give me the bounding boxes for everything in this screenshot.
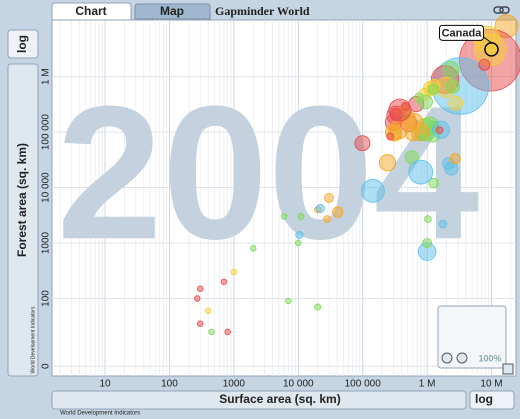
bubble [250,245,257,252]
bubble [414,92,425,103]
bubble [445,79,461,94]
bubble [448,96,464,111]
annotation-box [438,24,484,41]
bubble [315,203,325,213]
y-tick-label: 0 [41,363,52,369]
zoom-out[interactable] [456,352,468,364]
bubble [438,219,448,229]
bubble [389,108,403,121]
x-tick-label: 100 000 [345,379,382,390]
bubble [424,215,432,223]
x-indicator-dropdown[interactable] [51,390,467,410]
link-icon[interactable] [493,6,510,14]
bubble [408,159,434,185]
bubble [323,215,331,223]
bubble [295,239,302,247]
y-source: World Development Indicators [30,306,36,373]
bubble [220,278,228,285]
bubble [354,135,371,152]
bubble [285,297,292,305]
annotation-label: Canada [442,27,483,39]
bubble [324,192,334,203]
zoom-level: 100% [478,353,501,363]
bubble [401,101,410,111]
x-axis-title[interactable]: Surface area (sq. km) [219,392,340,406]
tab-chart[interactable] [51,2,132,21]
bubble [418,133,426,141]
y-indicator-dropdown[interactable] [7,63,39,377]
x-scale-dropdown[interactable] [469,390,515,410]
bubble [208,328,215,336]
zoom-in[interactable] [441,352,453,364]
bubble [224,328,231,336]
y-scale-dropdown[interactable] [7,29,39,59]
bubble [478,58,491,71]
bubble [435,126,444,134]
app-title: Gapminder World [215,4,310,18]
x-tick-label: 10 M [480,379,502,390]
bubble [314,303,322,311]
x-tick-label: 10 [100,379,112,390]
tab-map-label[interactable]: Map [160,4,184,18]
bubble [428,177,440,189]
bubble [230,268,238,276]
bubble [378,154,397,172]
x-tick-label: 10 000 [283,379,314,390]
bubble [197,320,204,327]
y-tick-label: 100 [41,290,52,307]
bubble [194,295,201,302]
y-axis-title[interactable]: Forest area (sq. km) [15,143,29,257]
bubble [332,206,344,218]
bubble [427,83,439,95]
bubble [297,213,305,221]
bubbles: Canada [194,14,520,336]
x-source: World Development Indicators [60,411,140,417]
bubble [386,132,395,141]
bubble [442,61,460,79]
x-tick-label: 1000 [223,379,246,390]
y-tick-label: 1000 [41,231,52,254]
bubble [361,179,385,203]
y-tick-label: 100 000 [41,114,52,151]
bubble [197,285,204,292]
bubble [280,213,288,220]
x-tick-label: 100 [161,379,178,390]
y-scale-label[interactable]: log [15,35,29,53]
bubble [449,153,461,165]
y-tick-label: 10 000 [41,172,52,203]
x-tick-label: 1 M [419,379,436,390]
resize-handle[interactable] [502,363,514,375]
tab-chart-label[interactable]: Chart [75,4,106,18]
bubble [405,125,421,142]
bubble [422,238,433,248]
zoom-panel [437,305,507,369]
y-tick-label: 1 M [41,68,52,85]
x-scale-label[interactable]: log [475,392,493,406]
bubble [295,230,304,239]
bubble [205,307,212,314]
tab-map[interactable] [134,3,211,20]
